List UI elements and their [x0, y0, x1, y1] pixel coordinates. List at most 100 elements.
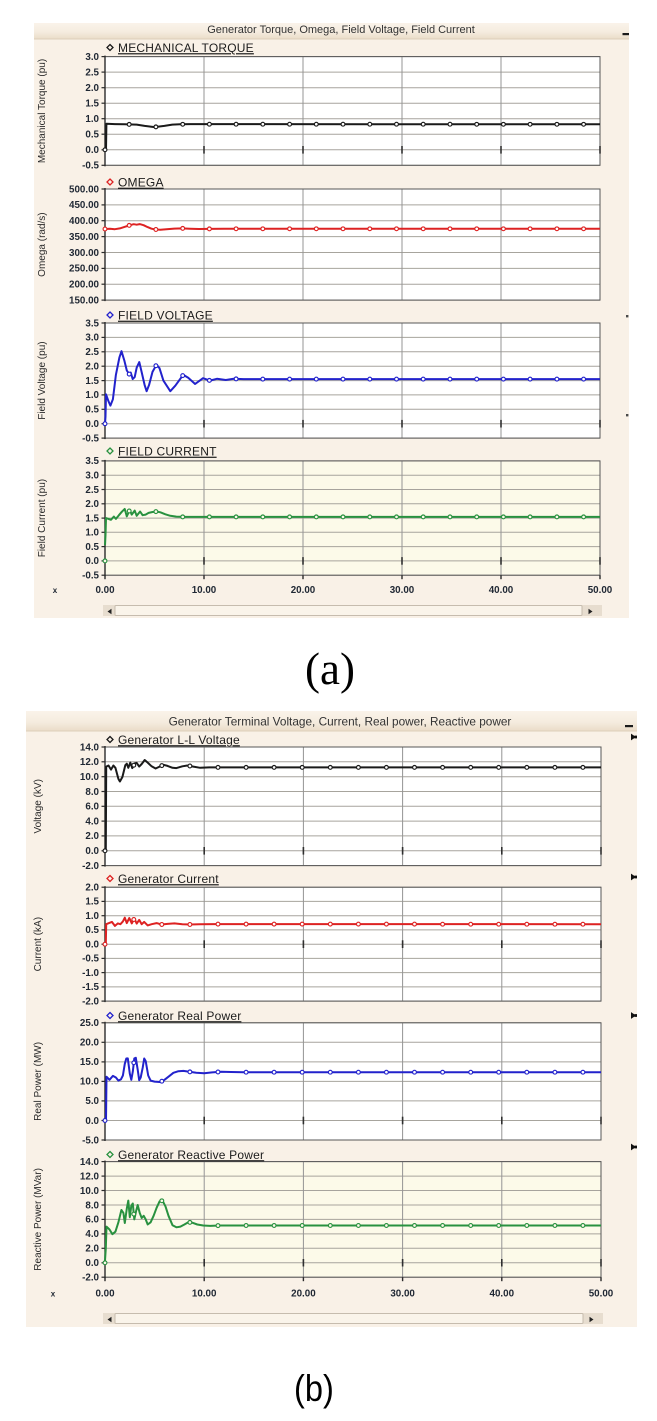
svg-text:1.5: 1.5 — [85, 897, 99, 908]
svg-text:x: x — [51, 1290, 56, 1299]
svg-text:2.0: 2.0 — [85, 362, 99, 373]
svg-text:1.0: 1.0 — [85, 390, 99, 401]
svg-text:1.5: 1.5 — [85, 99, 99, 110]
svg-text:8.0: 8.0 — [85, 1200, 99, 1211]
svg-text:15.0: 15.0 — [80, 1057, 100, 1068]
svg-text:-0.5: -0.5 — [82, 571, 99, 582]
svg-text:4.0: 4.0 — [85, 816, 99, 827]
svg-text:-0.5: -0.5 — [82, 161, 99, 172]
svg-text:0.0: 0.0 — [85, 556, 99, 567]
svg-text:0.0: 0.0 — [85, 145, 99, 156]
svg-text:0.5: 0.5 — [85, 925, 99, 936]
svg-text:FIELD CURRENT: FIELD CURRENT — [118, 445, 217, 459]
svg-text:Generator Terminal Voltage, Cu: Generator Terminal Voltage, Current, Rea… — [169, 715, 512, 729]
svg-text:10.0: 10.0 — [80, 1077, 100, 1088]
svg-text:-5.0: -5.0 — [82, 1135, 99, 1146]
svg-text:20.00: 20.00 — [291, 1289, 316, 1300]
svg-text:Generator Current: Generator Current — [118, 872, 219, 886]
svg-text:0.0: 0.0 — [85, 419, 99, 430]
svg-text:14.0: 14.0 — [80, 742, 100, 753]
svg-text:3.5: 3.5 — [85, 318, 99, 329]
svg-text:-1.0: -1.0 — [82, 968, 99, 979]
svg-text:2.0: 2.0 — [85, 831, 99, 842]
svg-text:FIELD VOLTAGE: FIELD VOLTAGE — [118, 309, 213, 323]
svg-text:200.00: 200.00 — [69, 280, 100, 291]
svg-text:OMEGA: OMEGA — [118, 176, 164, 190]
svg-text:Current (kA): Current (kA) — [33, 917, 44, 971]
svg-text:0.0: 0.0 — [85, 846, 99, 857]
svg-text:5.0: 5.0 — [85, 1096, 99, 1107]
svg-text:0.5: 0.5 — [85, 542, 99, 553]
svg-text:8.0: 8.0 — [85, 787, 99, 798]
svg-text:450.00: 450.00 — [69, 200, 100, 211]
svg-text:0.5: 0.5 — [85, 405, 99, 416]
svg-text:250.00: 250.00 — [69, 264, 100, 275]
svg-text:0.00: 0.00 — [95, 1289, 115, 1300]
svg-text:0.0: 0.0 — [85, 940, 99, 951]
svg-text:MECHANICAL TORQUE: MECHANICAL TORQUE — [118, 41, 254, 55]
svg-text:0.0: 0.0 — [85, 1116, 99, 1127]
svg-text:0.5: 0.5 — [85, 130, 99, 141]
svg-text:1.5: 1.5 — [85, 513, 99, 524]
svg-text:40.00: 40.00 — [489, 585, 514, 596]
svg-text:500.00: 500.00 — [69, 184, 100, 195]
svg-text:2.0: 2.0 — [85, 83, 99, 94]
svg-text:-1.5: -1.5 — [82, 982, 99, 993]
svg-text:Generator Real Power: Generator Real Power — [118, 1009, 241, 1023]
svg-text:Real Power (MW): Real Power (MW) — [33, 1042, 44, 1121]
svg-text:400.00: 400.00 — [69, 216, 100, 227]
svg-text:1.0: 1.0 — [85, 911, 99, 922]
svg-text:2.0: 2.0 — [85, 499, 99, 510]
svg-text:x: x — [53, 586, 58, 595]
svg-text:50.00: 50.00 — [588, 585, 613, 596]
svg-text:300.00: 300.00 — [69, 248, 100, 259]
svg-text:Mechanical Torque (pu): Mechanical Torque (pu) — [37, 59, 48, 163]
svg-text:3.0: 3.0 — [85, 471, 99, 482]
svg-text:2.5: 2.5 — [85, 347, 99, 358]
svg-text:-2.0: -2.0 — [82, 996, 99, 1007]
svg-text:4.0: 4.0 — [85, 1229, 99, 1240]
svg-text:0.00: 0.00 — [95, 585, 115, 596]
svg-text:20.0: 20.0 — [80, 1038, 100, 1049]
svg-text:30.00: 30.00 — [390, 1289, 415, 1300]
svg-text:12.0: 12.0 — [80, 1171, 100, 1182]
svg-text:150.00: 150.00 — [69, 295, 100, 306]
svg-text:350.00: 350.00 — [69, 232, 100, 243]
svg-text:Voltage (kV): Voltage (kV) — [33, 779, 44, 833]
svg-text:Field Voltage (pu): Field Voltage (pu) — [37, 341, 48, 419]
svg-text:-2.0: -2.0 — [82, 861, 99, 872]
svg-text:10.0: 10.0 — [80, 772, 100, 783]
svg-text:25.0: 25.0 — [80, 1018, 100, 1029]
svg-text:Reactive Power (MVar): Reactive Power (MVar) — [33, 1168, 44, 1271]
svg-text:40.00: 40.00 — [490, 1289, 515, 1300]
svg-text:2.5: 2.5 — [85, 485, 99, 496]
svg-text:Generator Torque, Omega, Field: Generator Torque, Omega, Field Voltage, … — [207, 24, 475, 36]
svg-text:1.0: 1.0 — [85, 114, 99, 125]
svg-text:Generator Reactive Power: Generator Reactive Power — [118, 1148, 264, 1162]
svg-text:-0.5: -0.5 — [82, 433, 99, 444]
svg-text:10.00: 10.00 — [192, 1289, 217, 1300]
svg-text:-0.5: -0.5 — [82, 954, 99, 965]
svg-text:3.0: 3.0 — [85, 52, 99, 63]
svg-text:3.0: 3.0 — [85, 333, 99, 344]
svg-text:Field Current (pu): Field Current (pu) — [37, 479, 48, 557]
svg-text:50.00: 50.00 — [589, 1289, 614, 1300]
svg-text:1.5: 1.5 — [85, 376, 99, 387]
svg-text:6.0: 6.0 — [85, 1215, 99, 1226]
svg-text:14.0: 14.0 — [80, 1157, 100, 1168]
svg-text:2.0: 2.0 — [85, 883, 99, 894]
svg-text:0.0: 0.0 — [85, 1258, 99, 1269]
svg-text:10.0: 10.0 — [80, 1186, 100, 1197]
svg-text:12.0: 12.0 — [80, 757, 100, 768]
svg-text:1.0: 1.0 — [85, 528, 99, 539]
svg-text:10.00: 10.00 — [192, 585, 217, 596]
svg-text:20.00: 20.00 — [291, 585, 316, 596]
svg-text:2.5: 2.5 — [85, 67, 99, 78]
svg-text:30.00: 30.00 — [390, 585, 415, 596]
svg-text:-2.0: -2.0 — [82, 1273, 99, 1284]
svg-text:Generator L-L Voltage: Generator L-L Voltage — [118, 733, 240, 747]
svg-text:3.5: 3.5 — [85, 456, 99, 467]
svg-text:2.0: 2.0 — [85, 1244, 99, 1255]
svg-text:Omega (rad/s): Omega (rad/s) — [37, 212, 48, 276]
svg-text:6.0: 6.0 — [85, 802, 99, 813]
